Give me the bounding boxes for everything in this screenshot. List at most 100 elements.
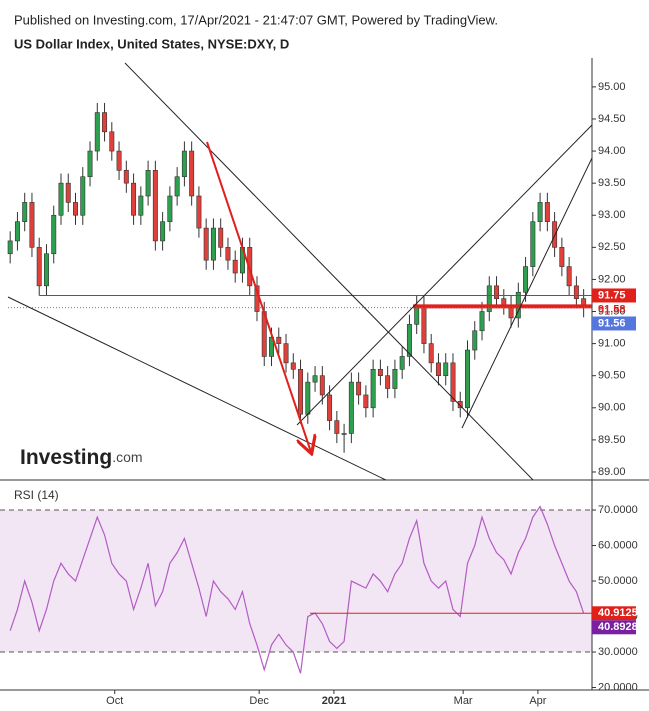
y-tick-label: 90.00 (598, 402, 626, 414)
y-tick-label: 95.00 (598, 81, 626, 93)
level-box (592, 316, 636, 331)
logo-text: Investing (20, 446, 112, 469)
candle-body (494, 285, 500, 299)
candle-body (218, 227, 224, 248)
y-tick-label: 91.50 (598, 305, 626, 317)
y-tick-label: 89.50 (598, 434, 626, 446)
level-label: 91.56 (598, 317, 626, 329)
trendline (461, 157, 592, 429)
candle-body (298, 368, 304, 415)
candle-body (138, 195, 144, 216)
y-tick-label: 60.0000 (598, 539, 638, 551)
candle-body (276, 336, 282, 344)
level-label: 40.8928 (598, 621, 638, 633)
candle-body (203, 227, 209, 261)
candle-body (385, 375, 391, 389)
x-tick-label: Oct (106, 695, 123, 707)
level-label: 91.58 (598, 303, 626, 315)
y-tick-label: 92.00 (598, 273, 626, 285)
candle-body (479, 311, 485, 332)
candle-body (406, 324, 412, 357)
published-note: Published on Investing.com, 17/Apr/2021 … (14, 12, 498, 27)
level-label: 40.9125 (598, 607, 638, 619)
candle-body (428, 343, 434, 364)
candle-body (51, 214, 57, 255)
candle-body (80, 176, 86, 216)
y-tick-label: 20.0000 (598, 681, 638, 693)
panels: RSI (14) 89.00 89.50 90.00 90.50 91.00 91.50 92… (0, 58, 649, 707)
logo: Investing.com (20, 446, 143, 469)
candle-body (196, 195, 202, 229)
candle-body (58, 182, 64, 216)
candle-body (312, 375, 318, 383)
candle-body (123, 170, 129, 184)
y-tick-label: 70.0000 (598, 504, 638, 516)
rsi-line (9, 505, 585, 674)
candle-body (559, 247, 565, 267)
candle-body (210, 227, 216, 261)
candle-body (348, 381, 354, 434)
candle-body (225, 247, 231, 261)
y-tick-label: 93.50 (598, 177, 626, 189)
candle-body (232, 259, 238, 274)
x-tick-label: 2021 (322, 695, 346, 707)
candle-body (319, 375, 325, 396)
trendline (124, 62, 534, 480)
candle-body (116, 150, 122, 171)
candle-body (131, 182, 137, 216)
candle-body (523, 266, 529, 293)
y-tick-label: 92.50 (598, 241, 626, 253)
candle-body (472, 330, 478, 351)
candle-body (530, 221, 536, 267)
candle-body (174, 176, 180, 197)
logo-suffix: .com (112, 449, 142, 465)
candle-body (94, 112, 100, 152)
candle-body (457, 401, 463, 409)
x-tick-label: Mar (454, 695, 473, 707)
trend-arrow (206, 141, 311, 452)
candle-body (160, 221, 166, 242)
candle-body (87, 150, 93, 178)
candle-body (36, 247, 42, 287)
candle-body (102, 112, 108, 133)
candle-body (327, 394, 333, 421)
candle-body (566, 266, 572, 287)
candle-body (145, 170, 151, 197)
level-box (592, 288, 636, 303)
candle-body (544, 202, 550, 222)
candle-body (501, 298, 507, 306)
y-tick-label: 94.50 (598, 113, 626, 125)
level-label: 91.75 (598, 289, 626, 301)
candle-body (167, 195, 173, 222)
candle-body (29, 202, 35, 248)
trendline (296, 124, 592, 426)
candle-body (22, 202, 28, 222)
trendlines (7, 62, 592, 480)
candle-body (552, 221, 558, 248)
candle-body (465, 349, 470, 409)
candle-body (450, 362, 456, 402)
candle-body (363, 394, 369, 409)
candle-body (392, 368, 398, 389)
candle-body (341, 433, 347, 435)
candle-body (573, 285, 579, 299)
candle-body (421, 304, 427, 344)
y-tick-label: 30.0000 (598, 646, 638, 658)
candle-body (73, 202, 78, 216)
y-tick-label: 91.00 (598, 338, 626, 350)
y-tick-label: 50.0000 (598, 575, 638, 587)
candle-body (334, 420, 340, 434)
candle-body (109, 131, 115, 152)
candle-body (189, 150, 195, 197)
candle-body (537, 202, 543, 222)
level-box (592, 606, 636, 621)
y-tick-label: 93.00 (598, 209, 626, 221)
candle-body (283, 343, 289, 364)
candle-body (152, 170, 158, 242)
candle-body (399, 356, 405, 370)
candle-body (356, 381, 362, 396)
rsi-title: RSI (14) (14, 488, 59, 502)
y-tick-label: 94.00 (598, 145, 626, 157)
candle-body (486, 285, 492, 312)
